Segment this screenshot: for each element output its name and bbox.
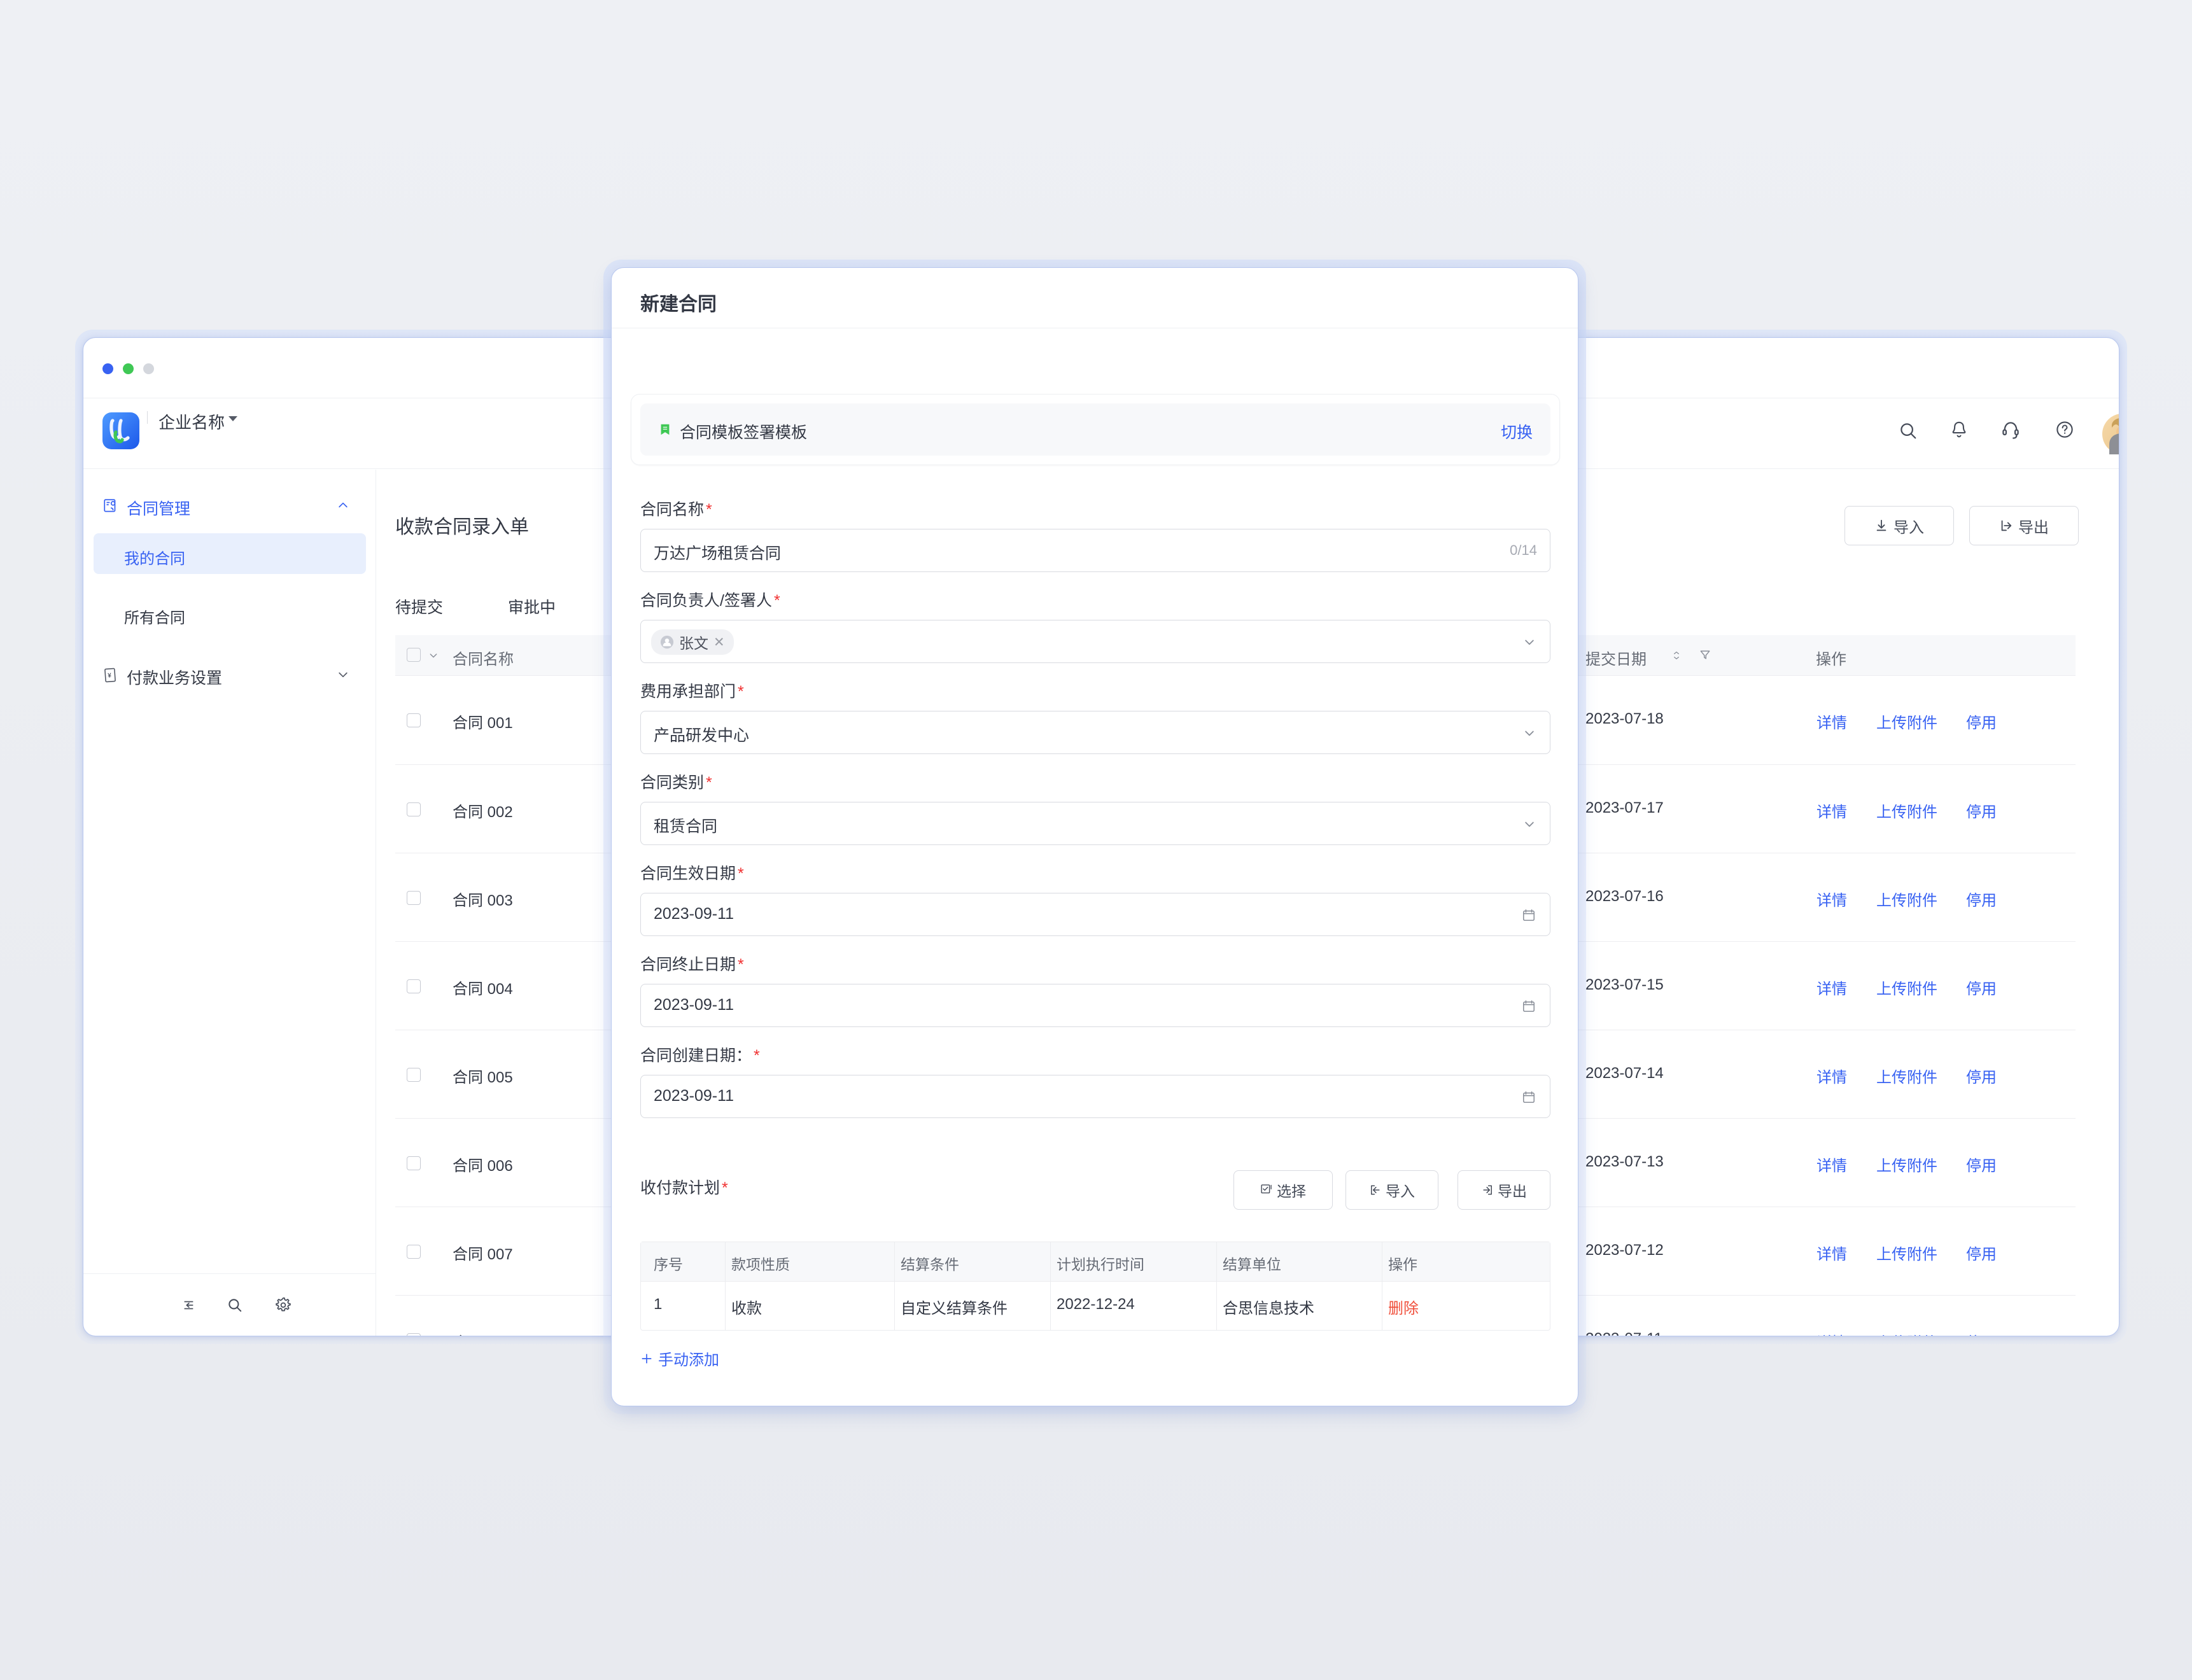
svg-text:¥: ¥ xyxy=(108,672,112,679)
